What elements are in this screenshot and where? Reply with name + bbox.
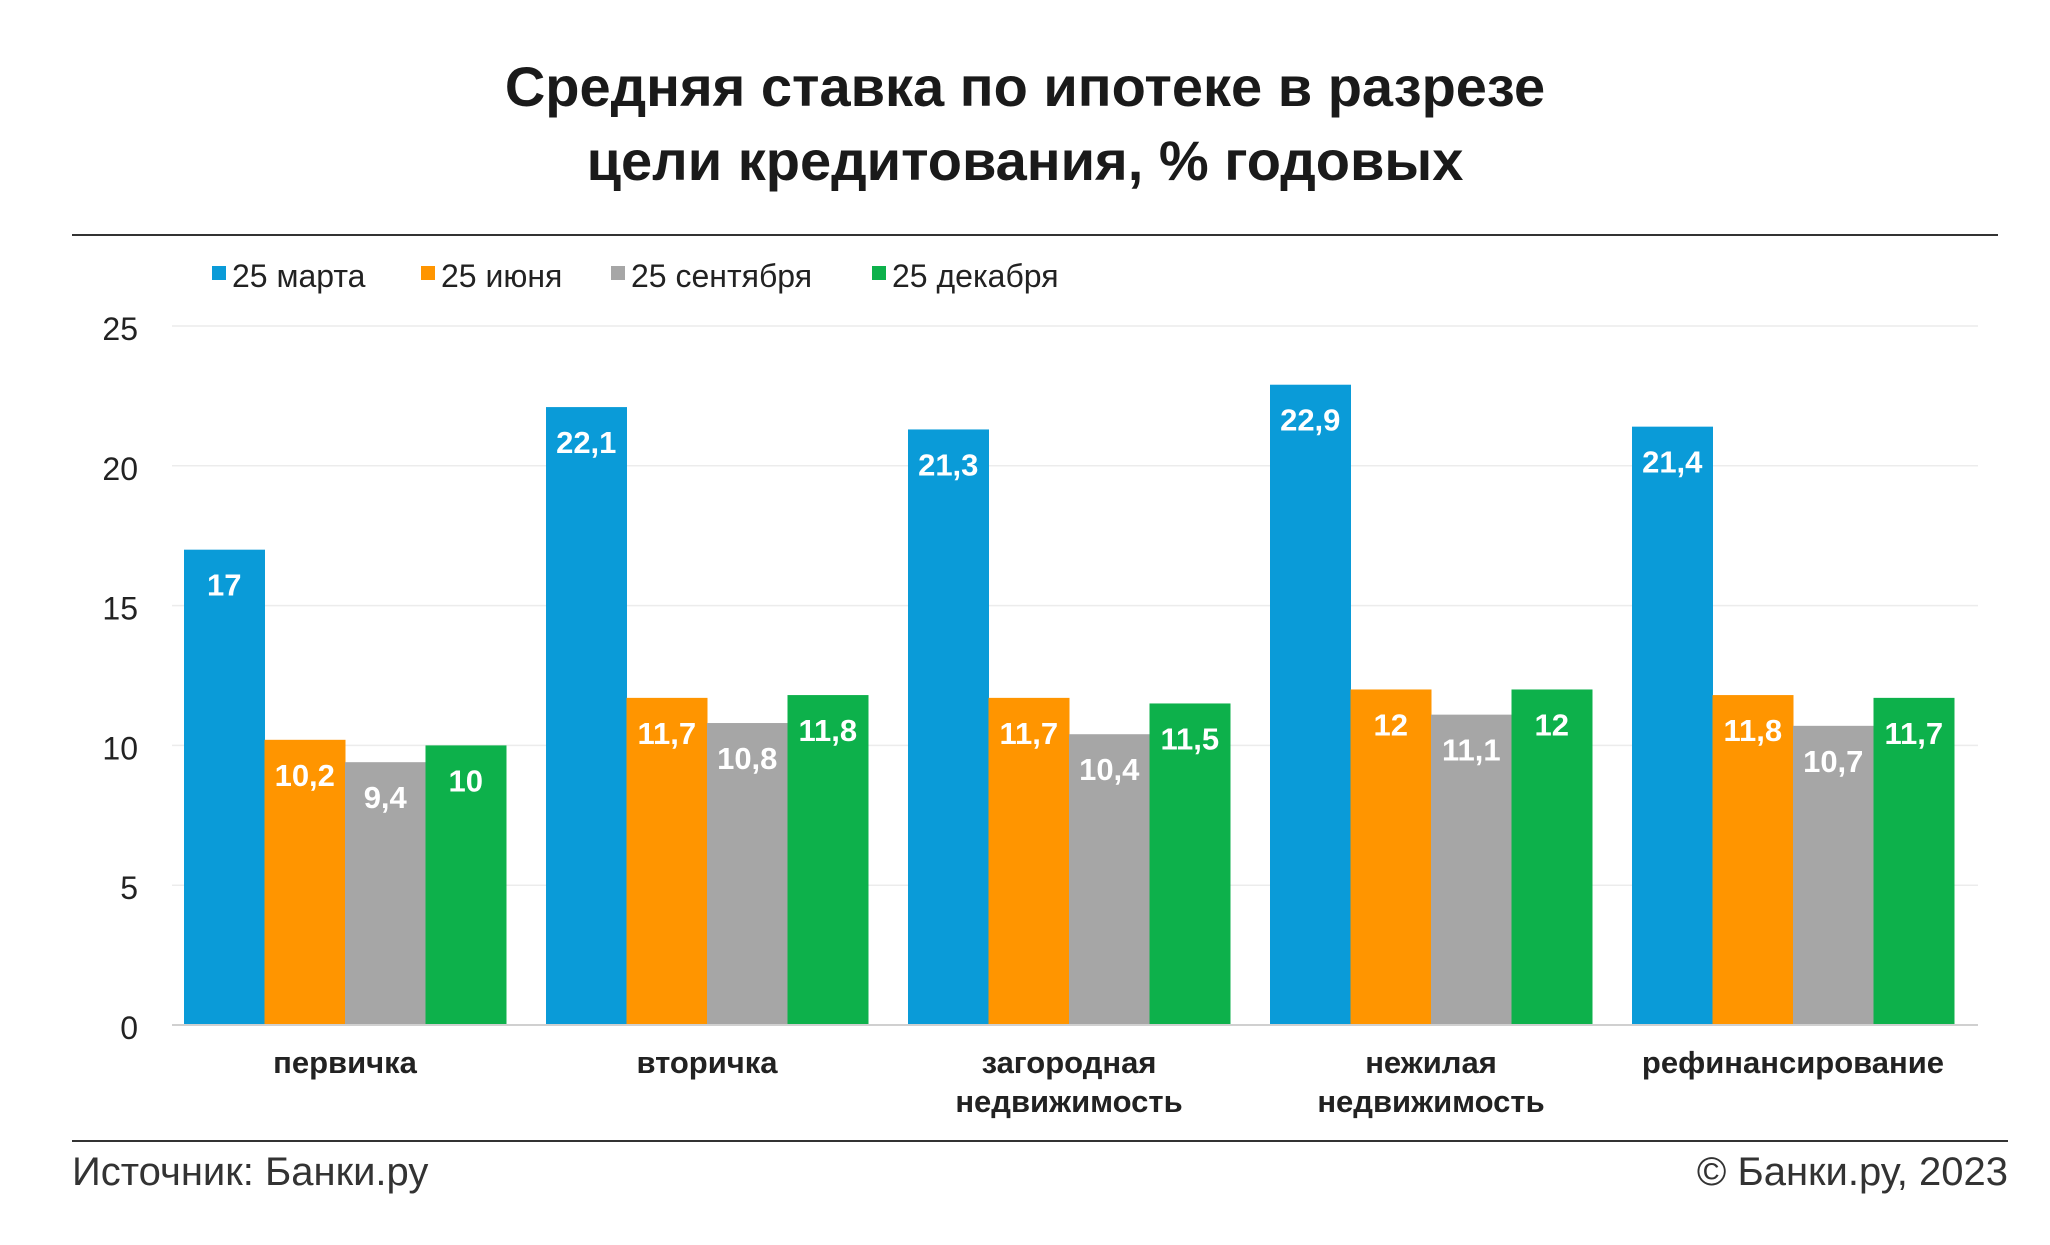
x-category-label: недвижимость <box>955 1084 1182 1119</box>
x-category-label: вторичка <box>636 1045 778 1080</box>
legend-swatch <box>872 266 886 280</box>
bar-value-label: 22,1 <box>556 425 616 460</box>
title-line-1: Средняя ставка по ипотеке в разрезе <box>504 55 1546 118</box>
bar-value-label: 12 <box>1535 707 1569 742</box>
legend-swatch <box>421 266 435 280</box>
bar <box>546 407 627 1026</box>
bar <box>425 745 507 1025</box>
bar <box>1069 734 1150 1025</box>
bar <box>1149 703 1231 1025</box>
legend-label: 25 июня <box>441 258 562 294</box>
bar-value-label: 10,8 <box>717 741 777 776</box>
source-note: Источник: Банки.ру <box>72 1150 429 1194</box>
y-tick-label: 0 <box>120 1010 138 1046</box>
bar <box>264 739 346 1025</box>
bar-value-label: 11,7 <box>999 716 1058 751</box>
bar <box>1793 725 1874 1025</box>
bar <box>707 723 788 1025</box>
bar <box>1431 714 1512 1025</box>
y-tick-label: 25 <box>102 311 138 347</box>
bar-value-label: 10,4 <box>1079 752 1140 787</box>
legend-label: 25 марта <box>232 258 366 294</box>
bar-value-label: 17 <box>207 568 241 603</box>
bar-value-label: 10,2 <box>275 758 335 793</box>
bar <box>1632 426 1713 1025</box>
bar <box>1712 695 1794 1025</box>
bar <box>988 697 1070 1025</box>
bar <box>908 429 989 1025</box>
x-category-label: недвижимость <box>1317 1084 1544 1119</box>
bar-value-label: 11,7 <box>1884 716 1943 751</box>
bar-value-label: 11,8 <box>1723 713 1782 748</box>
title-line-2: цели кредитования, % годовых <box>586 129 1464 192</box>
bar <box>787 695 869 1025</box>
copyright-note: © Банки.ру, 2023 <box>1696 1150 2008 1194</box>
x-category-label: первичка <box>273 1045 418 1080</box>
y-tick-label: 10 <box>102 730 138 766</box>
bar <box>1873 697 1955 1025</box>
bottom-divider <box>72 1140 2008 1142</box>
bar-value-label: 10 <box>449 763 483 798</box>
bar-value-label: 11,1 <box>1442 733 1501 768</box>
bar <box>626 697 708 1025</box>
x-category-label: рефинансирование <box>1642 1045 1944 1080</box>
x-category-label: загородная <box>982 1045 1157 1080</box>
bar <box>184 549 265 1025</box>
legend-label: 25 декабря <box>892 258 1059 294</box>
bar-value-label: 10,7 <box>1803 744 1863 779</box>
x-category-label: нежилая <box>1365 1045 1497 1080</box>
top-divider <box>72 234 1998 236</box>
bar-value-label: 22,9 <box>1280 403 1340 438</box>
legend-label: 25 сентября <box>631 258 812 294</box>
bar-value-label: 21,3 <box>918 447 978 482</box>
bar-value-label: 9,4 <box>364 780 408 815</box>
y-tick-label: 15 <box>102 591 138 627</box>
bar-value-label: 21,4 <box>1642 445 1703 480</box>
bar-value-label: 11,7 <box>637 716 696 751</box>
bar <box>345 762 426 1025</box>
chart-title: Средняя ставка по ипотеке в разрезе цели… <box>0 50 2050 198</box>
bar <box>1270 384 1351 1025</box>
y-tick-label: 20 <box>102 451 138 487</box>
bar <box>1350 689 1432 1025</box>
bar-value-label: 11,8 <box>798 713 857 748</box>
bar-value-label: 11,5 <box>1160 721 1219 756</box>
legend-swatch <box>212 266 226 280</box>
bar <box>1511 689 1593 1025</box>
legend-swatch <box>611 266 625 280</box>
bar-value-label: 12 <box>1374 707 1408 742</box>
y-tick-label: 5 <box>120 870 138 906</box>
